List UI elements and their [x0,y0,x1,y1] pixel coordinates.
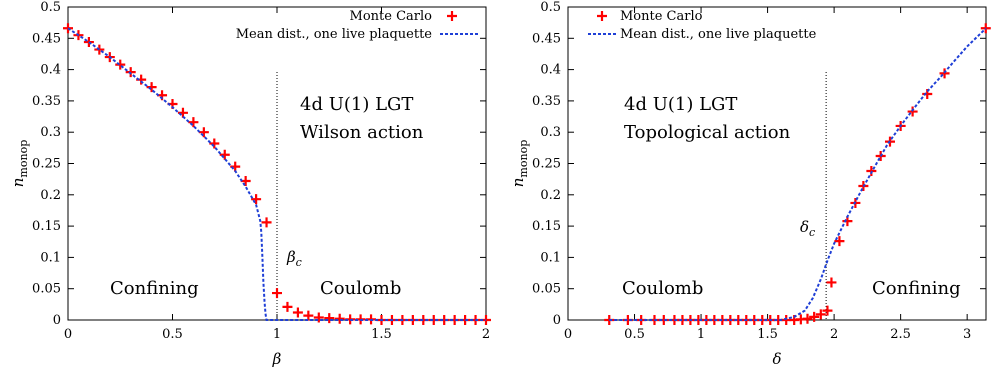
y-tick-label: 0.05 [32,282,61,297]
y-tick-label: 0.3 [540,125,561,140]
series-line-mean-dist [67,27,486,321]
data-point-monte-carlo [834,236,845,247]
x-tick-label: 2.5 [890,327,911,342]
y-tick-label: 0.1 [540,250,561,265]
data-point-monte-carlo [272,288,282,299]
data-point-monte-carlo [292,307,303,318]
data-point-monte-carlo [251,194,262,205]
y-tick-label: 0.2 [540,188,561,203]
critical-label: δc [800,218,815,239]
data-point-monte-carlo [313,312,324,323]
x-tick-label: 0 [64,327,72,342]
legend-marker-monte-carlo [447,11,457,21]
chart-panel-topological: 0 0.05 0.1 0.15 0.2 0.25 0.3 0.35 0.4 0.45 0.5 0 0.5… [509,0,991,368]
data-point-monte-carlo [822,305,833,316]
y-tick-label: 0.25 [532,157,561,172]
legend-label-mean-dist: Mean dist., one live plaquette [236,27,433,42]
data-point-monte-carlo [198,127,209,138]
data-point-monte-carlo [826,277,837,288]
critical-label: βc [286,248,302,269]
legend-marker-monte-carlo [597,11,607,21]
data-point-monte-carlo [324,313,335,324]
phase-label-left: Confining [110,278,199,299]
data-point-monte-carlo [303,310,314,321]
data-point-monte-carlo [125,67,136,78]
x-tick-label: 3 [963,327,971,342]
y-tick-label: 0.05 [532,282,561,297]
legend: Monte Carlo Mean dist., one live plaquett… [236,9,480,42]
data-point-monte-carlo [939,68,950,79]
y-axis-label: nmonop [509,140,530,187]
y-tick-label: 0.15 [32,219,61,234]
data-point-monte-carlo [802,313,813,324]
legend-label-monte-carlo: Monte Carlo [350,9,433,24]
data-point-monte-carlo [115,59,126,70]
y-axis-label: nmonop [9,140,30,187]
legend-label-mean-dist: Mean dist., one live plaquette [620,27,817,42]
x-tick-label: 1 [273,327,281,342]
phase-label-left: Coulomb [622,278,703,299]
y-tick-label: 0.35 [32,94,61,109]
data-point-monte-carlo [219,149,230,160]
data-point-monte-carlo [146,82,157,93]
legend: Monte Carlo Mean dist., one live plaquett… [588,9,817,42]
data-point-monte-carlo [815,309,826,320]
y-tick-label: 0.5 [40,0,61,15]
action-label: Wilson action [300,122,424,143]
y-tick-label: 0.4 [540,63,561,78]
data-point-monte-carlo [188,117,199,128]
x-axis-label: δ [772,350,781,368]
y-tick-label: 0.1 [40,250,61,265]
x-tick-label: 1.5 [757,327,778,342]
x-tick-label: 0.5 [624,327,645,342]
y-tick-label: 0.4 [40,63,61,78]
y-tick-label: 0.25 [32,157,61,172]
y-tick-label: 0.2 [40,188,61,203]
y-tick-label: 0.45 [532,31,561,46]
y-tick-label: 0 [553,313,561,328]
legend-label-monte-carlo: Monte Carlo [620,9,703,24]
data-point-monte-carlo [261,217,272,228]
series-line-mean-dist [609,27,987,321]
x-tick-label: 0.5 [162,327,183,342]
x-tick-label: 1 [697,327,705,342]
model-label: 4d U(1) LGT [300,94,413,115]
x-tick-label: 2 [830,327,838,342]
y-tick-label: 0.3 [40,125,61,140]
action-label: Topological action [624,122,791,143]
x-tick-label: 2 [482,327,490,342]
x-tick-label: 0 [564,327,572,342]
y-tick-label: 0.15 [532,219,561,234]
chart-panel-wilson: 0 0.05 0.1 0.15 0.2 0.25 0.3 0.35 0.4 0.45 0.5 0 0.5… [9,0,491,368]
phase-label-right: Confining [872,278,961,299]
data-point-monte-carlo [809,311,820,322]
data-point-monte-carlo [209,138,220,149]
x-axis-label: β [272,350,282,368]
data-point-monte-carlo [282,301,293,312]
y-tick-label: 0 [53,313,61,328]
data-point-monte-carlo [334,313,345,324]
y-tick-label: 0.35 [532,94,561,109]
x-tick-label: 1.5 [371,327,392,342]
data-point-monte-carlo [63,23,73,34]
y-tick-label: 0.5 [540,0,561,15]
y-tick-label: 0.45 [32,31,61,46]
phase-label-right: Coulomb [320,278,401,299]
model-label: 4d U(1) LGT [624,94,737,115]
